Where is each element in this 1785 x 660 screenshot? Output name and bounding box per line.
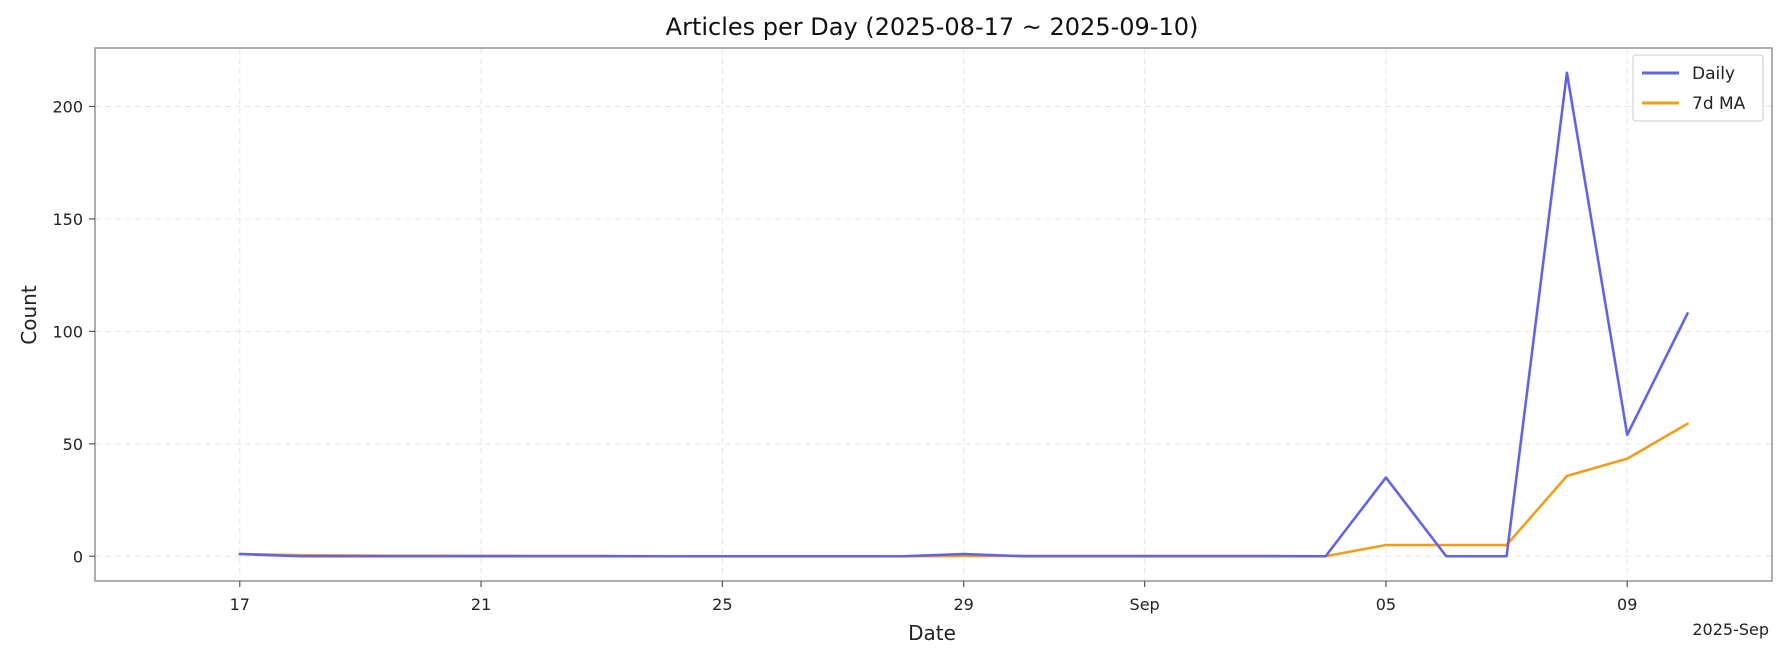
x-axis-ticks: 17 21 25 29 Sep 05 09 bbox=[230, 581, 1637, 614]
x-tick-label: 25 bbox=[712, 595, 732, 614]
y-tick-label: 200 bbox=[52, 97, 83, 116]
x-tick-label: 09 bbox=[1617, 595, 1637, 614]
series-lines bbox=[238, 71, 1689, 558]
x-tick-label: 29 bbox=[953, 595, 973, 614]
x-offset-label: 2025-Sep bbox=[1692, 620, 1769, 639]
grid-lines bbox=[95, 48, 1772, 581]
legend-label-daily: Daily bbox=[1692, 64, 1735, 84]
x-tick-label: Sep bbox=[1130, 595, 1160, 614]
x-tick-label: 17 bbox=[230, 595, 250, 614]
y-tick-label: 0 bbox=[73, 547, 83, 566]
chart-title: Articles per Day (2025-08-17 ~ 2025-09-1… bbox=[666, 13, 1199, 41]
plot-frame bbox=[94, 47, 1773, 582]
legend-label-7d-ma: 7d MA bbox=[1692, 94, 1746, 114]
x-tick-label: 21 bbox=[471, 595, 491, 614]
y-axis-ticks: 0 50 100 150 200 bbox=[52, 97, 95, 566]
series-line-daily bbox=[238, 71, 1689, 558]
y-tick-label: 150 bbox=[52, 210, 83, 229]
x-tick-label: 05 bbox=[1376, 595, 1396, 614]
y-tick-label: 50 bbox=[63, 435, 83, 454]
legend: Daily 7d MA bbox=[1632, 54, 1764, 122]
y-tick-label: 100 bbox=[52, 322, 83, 341]
y-axis-label: Count bbox=[17, 285, 41, 345]
x-axis-label: Date bbox=[908, 621, 956, 645]
